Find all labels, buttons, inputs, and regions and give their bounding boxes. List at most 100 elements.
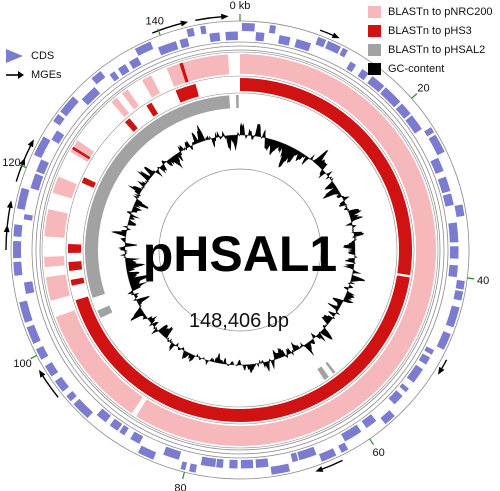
cds-feature bbox=[341, 424, 362, 442]
legend-item-phs3: BLASTn to pHS3 bbox=[368, 21, 498, 40]
legend-label-gc-content: GC-content bbox=[388, 62, 445, 75]
cds-feature bbox=[346, 61, 357, 73]
gc-inner-circle bbox=[158, 168, 322, 332]
cds-feature bbox=[186, 27, 195, 38]
tick-label: 140 bbox=[145, 15, 163, 27]
cds-feature bbox=[297, 446, 317, 461]
cds-feature bbox=[418, 353, 431, 365]
scale-ring-inner bbox=[39, 49, 441, 451]
mge-arrowhead bbox=[6, 200, 13, 209]
phsal2-swatch bbox=[368, 43, 381, 56]
mge-arrow bbox=[319, 459, 343, 471]
cds-feature bbox=[51, 130, 65, 144]
phs3-block bbox=[75, 275, 410, 423]
mge-arrowhead bbox=[438, 366, 445, 375]
pnrc200-ring bbox=[41, 51, 439, 449]
cds-feature bbox=[26, 324, 41, 344]
cds-feature bbox=[290, 452, 299, 463]
phs3-block bbox=[124, 118, 138, 132]
mge-arrow-icon bbox=[6, 70, 24, 79]
mge-arrowhead bbox=[315, 466, 324, 472]
cds-feature bbox=[406, 364, 424, 383]
tick-label: 60 bbox=[372, 447, 384, 459]
cds-feature bbox=[318, 448, 337, 462]
cds-feature bbox=[23, 214, 33, 221]
legend-label-cds: CDS bbox=[31, 49, 55, 62]
phs3-block bbox=[81, 177, 96, 188]
phs3-swatch bbox=[368, 24, 381, 37]
cds-feature bbox=[163, 446, 182, 460]
mge-arrow bbox=[195, 15, 224, 21]
phsal2-block bbox=[97, 305, 113, 318]
cds-ring bbox=[10, 20, 470, 480]
cds-feature bbox=[128, 57, 142, 70]
phs3-block bbox=[70, 277, 85, 286]
tick-label: 40 bbox=[477, 275, 489, 287]
cds-feature bbox=[399, 383, 409, 393]
tick-label: 0 kb bbox=[230, 0, 251, 12]
cds-feature bbox=[437, 176, 451, 194]
cds-feature bbox=[361, 414, 377, 429]
cds-feature bbox=[13, 240, 22, 259]
cds-feature bbox=[270, 463, 290, 475]
mge-arrowhead bbox=[220, 13, 229, 20]
cds-feature bbox=[23, 281, 35, 294]
mge-arrowhead bbox=[180, 20, 189, 27]
mge-ring bbox=[3, 13, 448, 472]
tick-mark bbox=[411, 93, 418, 99]
legend-item-cds: CDS bbox=[4, 46, 84, 65]
cds-ring-outline-inner bbox=[31, 41, 449, 459]
pnrc200-swatch bbox=[368, 5, 381, 18]
scale-ring bbox=[35, 45, 445, 455]
cds-feature bbox=[209, 32, 221, 43]
scale-ring-outer bbox=[35, 45, 445, 455]
cds-feature bbox=[339, 47, 348, 58]
cds-feature bbox=[449, 246, 459, 259]
cds-feature bbox=[73, 398, 93, 419]
cds-feature bbox=[315, 36, 327, 48]
cds-feature bbox=[53, 114, 65, 126]
cds-feature bbox=[325, 40, 341, 54]
cds-feature bbox=[357, 68, 369, 81]
phs3-block bbox=[175, 83, 199, 103]
pnrc200-block bbox=[44, 256, 65, 268]
cds-feature bbox=[33, 136, 51, 159]
cds-feature bbox=[180, 461, 188, 471]
cds-feature bbox=[424, 346, 435, 355]
cds-feature bbox=[109, 71, 120, 82]
pnrc200-outline-outer bbox=[41, 51, 439, 449]
tick-labels: 0 kb 20 40 60 80 100 120 140 bbox=[2, 0, 489, 491]
pnrc200-block bbox=[166, 54, 230, 87]
cds-feature bbox=[189, 463, 198, 473]
cds-feature bbox=[119, 425, 129, 436]
cds-feature bbox=[455, 279, 465, 290]
pnrc200-block bbox=[55, 310, 143, 414]
cds-feature bbox=[200, 456, 217, 468]
legend-tracks: BLASTn to pNRC200 BLASTn to pHS3 BLASTn … bbox=[368, 2, 498, 78]
legend-label-mges: MGEs bbox=[31, 68, 62, 81]
cds-feature bbox=[380, 410, 395, 425]
cds-feature bbox=[367, 76, 385, 93]
cds-feature bbox=[240, 459, 254, 469]
tick-mark bbox=[157, 28, 161, 36]
cds-feature bbox=[430, 157, 444, 174]
cds-feature bbox=[428, 134, 445, 156]
cds-feature bbox=[36, 159, 49, 175]
cds-feature bbox=[294, 38, 312, 52]
gc-content-swatch bbox=[368, 62, 381, 75]
tick-label: 80 bbox=[174, 483, 186, 491]
phs3-block bbox=[146, 102, 159, 117]
cds-feature bbox=[229, 459, 238, 469]
plasmid-length: 148,406 bp bbox=[189, 310, 289, 332]
cds-feature bbox=[200, 25, 207, 35]
cds-feature bbox=[137, 445, 157, 460]
legend-features: CDS MGEs bbox=[4, 46, 84, 84]
cds-feature bbox=[442, 193, 454, 207]
mge-arrow bbox=[20, 143, 33, 167]
phs3-ring bbox=[65, 75, 415, 425]
cds-feature bbox=[255, 458, 269, 468]
cds-feature bbox=[96, 408, 111, 423]
legend-item-gc-content: GC-content bbox=[368, 59, 498, 78]
tick-mark bbox=[30, 354, 38, 360]
cds-feature bbox=[13, 261, 23, 276]
